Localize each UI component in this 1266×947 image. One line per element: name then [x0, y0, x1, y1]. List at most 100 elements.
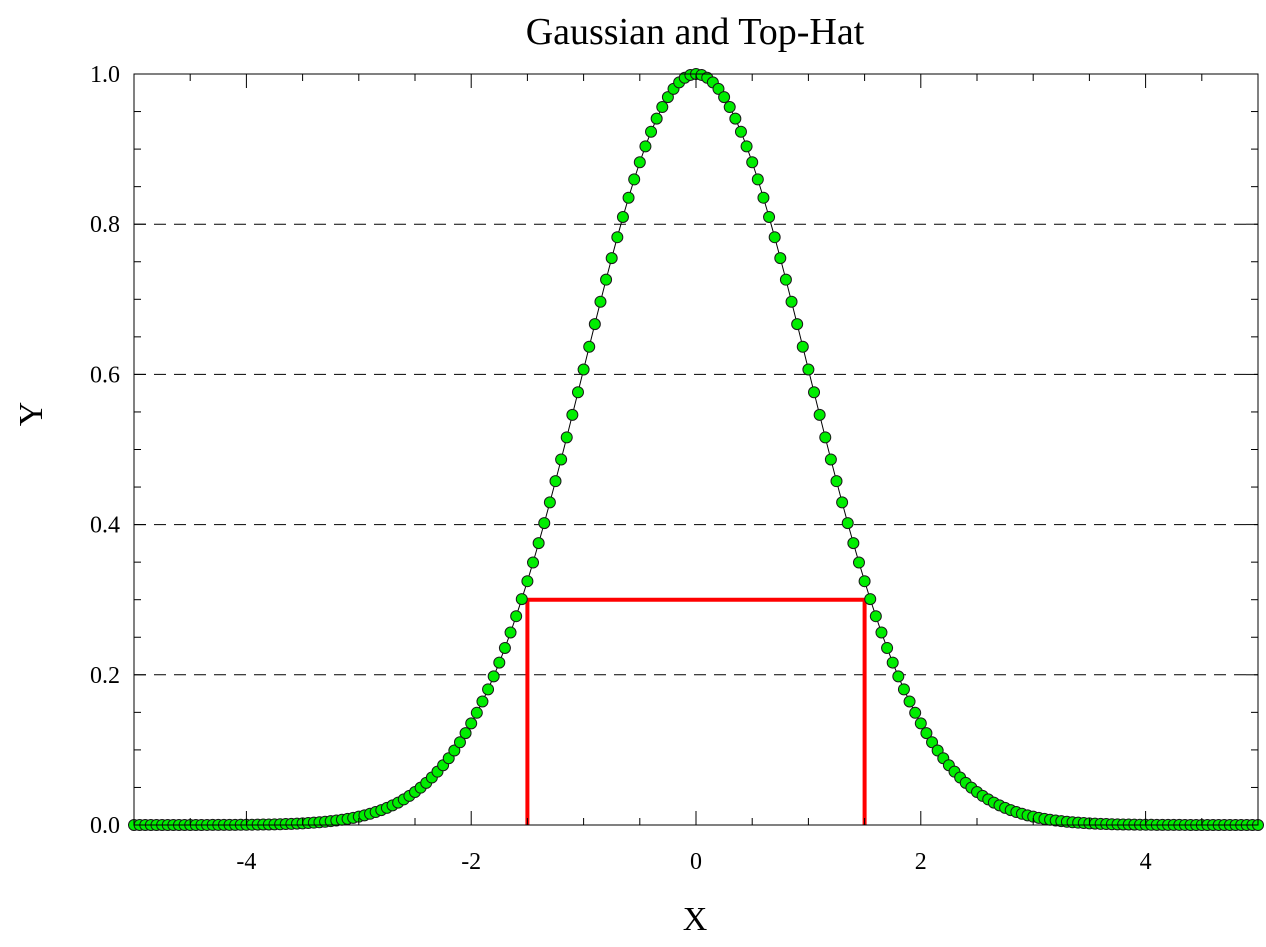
gaussian-point — [476, 695, 489, 708]
gaussian-point — [482, 683, 495, 696]
y-tick-label: 0.2 — [90, 663, 120, 689]
grid-lines — [134, 223, 1258, 676]
gaussian-point — [864, 593, 877, 606]
gaussian-point — [881, 641, 894, 654]
tick-labels: 0.0 0.2 0.4 0.6 0.8 1.0 -4 -2 0 2 4 — [90, 62, 1152, 875]
gaussian-point — [712, 82, 725, 95]
gaussian-point — [892, 670, 905, 683]
gaussian-point — [453, 736, 466, 749]
gaussian-point — [487, 670, 500, 683]
gaussian-point — [538, 517, 551, 530]
gaussian-point — [729, 112, 742, 125]
gaussian-point — [594, 295, 607, 308]
gaussian-point — [656, 101, 669, 114]
gaussian-point — [746, 156, 759, 169]
y-tick-label: 0.4 — [90, 513, 120, 539]
y-tick-label: 0.8 — [90, 212, 120, 238]
gaussian-point — [836, 496, 849, 509]
gaussian-point — [566, 408, 579, 421]
gaussian-point — [650, 112, 663, 125]
chart-title: Gaussian and Top-Hat — [526, 11, 865, 53]
gaussian-point — [723, 101, 736, 114]
gaussian-point — [498, 641, 511, 654]
gaussian-point — [830, 475, 843, 488]
gaussian-point — [515, 593, 528, 606]
axis-ticks — [133, 73, 1259, 826]
y-tick-label: 0.0 — [90, 813, 120, 839]
x-tick-label: -4 — [236, 849, 256, 875]
x-axis-label: X — [683, 901, 708, 938]
gaussian-point — [639, 140, 652, 153]
gaussian-point — [869, 610, 882, 623]
gaussian-point — [926, 736, 939, 749]
gaussian-point — [875, 626, 888, 639]
gaussian-point — [543, 496, 556, 509]
y-tick-label: 1.0 — [90, 62, 120, 88]
gaussian-point — [920, 727, 933, 740]
gaussian-point — [583, 340, 596, 353]
gaussian-point — [734, 125, 747, 138]
gaussian-point — [628, 173, 641, 186]
gaussian-point — [841, 517, 854, 530]
x-tick-label: 2 — [915, 849, 927, 875]
gaussian-point — [571, 386, 584, 399]
gaussian-point — [605, 252, 618, 265]
gaussian-point — [852, 556, 865, 569]
gaussian-point — [909, 706, 922, 719]
gaussian-point — [532, 537, 545, 550]
gaussian-point — [813, 408, 826, 421]
gaussian-point — [645, 125, 658, 138]
gaussian-point — [555, 453, 568, 466]
gaussian-point — [611, 231, 624, 244]
gaussian-point — [718, 91, 731, 104]
gaussian-point — [633, 156, 646, 169]
gaussian-point — [600, 273, 613, 286]
gaussian-point — [560, 431, 573, 444]
gaussian-point — [914, 717, 927, 730]
y-tick-label: 0.6 — [90, 362, 120, 388]
gaussian-point — [824, 453, 837, 466]
gaussian-point — [858, 575, 871, 588]
gaussian-point — [903, 695, 916, 708]
gaussian-point — [527, 556, 540, 569]
gaussian-point — [465, 717, 478, 730]
gaussian-point — [493, 656, 506, 669]
y-axis-label: Y — [13, 402, 50, 427]
gaussian-point — [588, 318, 601, 331]
gaussian-point — [796, 340, 809, 353]
gaussian-point — [886, 656, 899, 669]
gaussian-point — [757, 191, 770, 204]
gaussian-point — [802, 363, 815, 376]
gaussian-point — [459, 727, 472, 740]
gaussian-point — [521, 575, 534, 588]
gaussian-point — [622, 191, 635, 204]
gaussian-point — [448, 744, 461, 757]
gaussian-point — [808, 386, 821, 399]
gaussian-point — [510, 610, 523, 623]
top-hat-line — [525, 597, 867, 825]
gaussian-point — [763, 211, 776, 224]
gaussian-point — [661, 91, 674, 104]
gaussian-point — [779, 273, 792, 286]
gaussian-point — [577, 363, 590, 376]
gaussian-point — [897, 683, 910, 696]
gaussian-line — [134, 73, 1258, 826]
gaussian-point — [791, 318, 804, 331]
gaussian-point — [549, 475, 562, 488]
gaussian-point — [774, 252, 787, 265]
gaussian-point — [768, 231, 781, 244]
x-tick-label: 4 — [1140, 849, 1152, 875]
x-tick-label: 0 — [690, 849, 702, 875]
gaussian-point — [847, 537, 860, 550]
gaussian-point — [819, 431, 832, 444]
gaussian-point — [740, 140, 753, 153]
plot-frame — [133, 73, 1259, 826]
series-layer — [128, 68, 1264, 831]
x-tick-label: -2 — [461, 849, 481, 875]
gaussian-point — [470, 706, 483, 719]
gaussian-point — [751, 173, 764, 186]
gaussian-point — [616, 211, 629, 224]
gaussian-point — [504, 626, 517, 639]
gaussian-point — [785, 295, 798, 308]
